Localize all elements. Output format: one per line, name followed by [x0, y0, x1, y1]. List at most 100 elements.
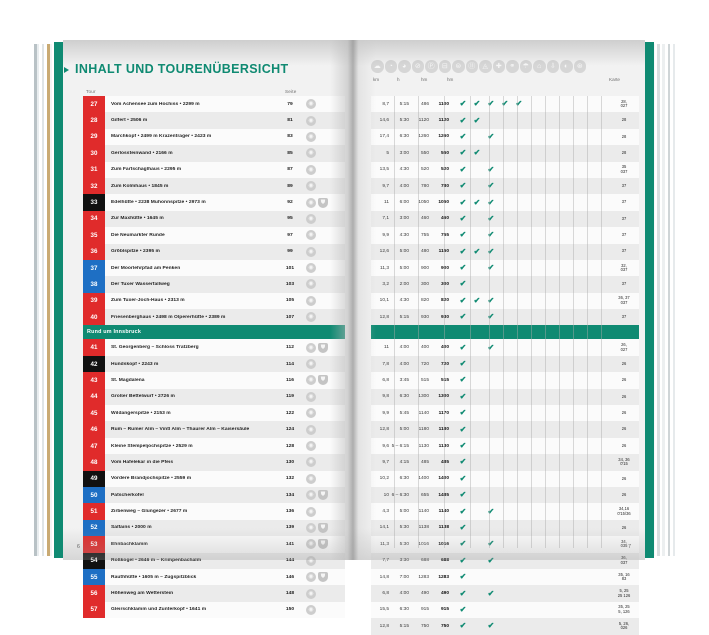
table-row[interactable]: 37 Der Moorlehrpfad am Penken 101 ◉ — [83, 259, 345, 277]
table-row[interactable]: 30 Gerlossteinwand • 2166 m 85 ◉ — [83, 145, 345, 162]
check-empty: ✔ — [568, 491, 582, 499]
page-edge-line — [41, 44, 45, 556]
km-value: 7,7 — [382, 558, 389, 564]
check-empty: ✔ — [568, 409, 582, 417]
check-empty: ✔ — [470, 426, 484, 434]
hm-ascent-value: 1130 — [418, 443, 429, 449]
tour-page-number: 144 — [285, 558, 295, 564]
km-value: 5 — [386, 150, 389, 156]
table-row[interactable]: 32 Zum Kolmhaus • 1845 m 89 ◉ — [83, 177, 345, 195]
hm-descent-value: 688 — [440, 558, 449, 564]
check-empty: ✔ — [484, 524, 498, 532]
table-row[interactable]: 47 Kleine Stempeljochspitze • 2529 m 128 ◉ — [83, 437, 345, 455]
table-row[interactable]: 50 Patscherkofel 134 ◉ ⛊ — [83, 486, 345, 504]
check-empty: ✔ — [568, 133, 582, 141]
table-row[interactable]: 51 Zirbenweg – Glungezer • 2677 m 136 ◉ — [83, 503, 345, 520]
shield-icon: ⛊ — [318, 539, 328, 550]
table-row[interactable]: 52 Salfains • 2000 m 139 ◉ ⛊ — [83, 519, 345, 537]
table-row[interactable]: 29 Marchkopf • 2499 m Krazentrager • 2423… — [83, 128, 345, 146]
check-icon: ✔ — [459, 441, 467, 450]
table-row[interactable]: 28 Gilfert • 2506 m 81 ◉ — [83, 112, 345, 129]
check-icon: ✔ — [459, 457, 467, 467]
check-icon: ✔ — [459, 506, 467, 516]
check-empty: ✔ — [568, 166, 582, 174]
km-value: 9,7 — [382, 183, 389, 189]
table-row[interactable]: 33 Edelhütte • 2238 Muhonnspitze • 2973 m… — [83, 194, 345, 211]
table-row[interactable]: 48 Vom Hafelekar in die Pfeis 130 ◉ — [83, 454, 345, 471]
table-row[interactable]: 56 Höhenweg am Wetterstein 148 ◉ — [83, 585, 345, 602]
table-row[interactable]: 49 Vordere Brandjochspitze • 2559 m 132 ◉ — [83, 470, 345, 487]
check-empty: ✔ — [512, 426, 526, 434]
table-row[interactable]: 45 Wildangerspitze • 2153 m 122 ◉ — [83, 405, 345, 422]
table-row[interactable]: 55 Rauthhütte • 1605 m – Zugspitzblick 146… — [83, 568, 345, 586]
difficulty-circle-icon: ◉ — [306, 539, 316, 550]
table-row[interactable]: 53 Ehnbachklamm 141 ◉ ⛊ — [83, 536, 345, 553]
check-empty: ✔ — [568, 458, 582, 466]
table-row[interactable]: 44 Großer Bettelwurf • 2726 m 119 ◉ — [83, 388, 345, 406]
check-empty: ✔ — [498, 557, 512, 565]
check-empty: ✔ — [540, 297, 554, 305]
table-row[interactable]: 40 Friesenberghaus • 2498 m Olpererhütte … — [83, 309, 345, 326]
h-value: 6 – 6:30 — [391, 492, 409, 498]
km-value: 10 — [383, 492, 389, 498]
tour-icons: ◉ ⛊ — [303, 539, 345, 550]
table-row[interactable]: 34 Zur Maxhütte • 1645 m 95 ◉ — [83, 210, 345, 228]
table-row[interactable]: 43 St. Magdalena 116 ◉ ⛊ — [83, 372, 345, 389]
table-row[interactable]: 31 Zum Fartschaglhaus • 2295 m 87 ◉ — [83, 161, 345, 178]
table-row[interactable]: 39 Zum Tuxer-Joch-Haus • 2313 m 105 ◉ — [83, 292, 345, 310]
shield-icon: ⛊ — [318, 490, 328, 501]
table-row[interactable]: 46 Rum – Rumer Alm – Vintl Alm – Thaurer … — [83, 421, 345, 438]
feature-checks: ✔✔✔✔✔✔✔✔✔ — [451, 296, 609, 305]
table-row[interactable]: 27 Vom Achensee zum Hochiss • 2299 m 79 ◉ — [83, 96, 345, 113]
table-row[interactable]: 42 Hundskopf • 2243 m 114 ◉ — [83, 355, 345, 373]
hm-descent-value: 930 — [440, 314, 449, 320]
check-empty: ✔ — [554, 458, 568, 466]
h-value: 4:30 — [399, 232, 409, 238]
table-row[interactable]: 54 Roßkogel • 2646 m – Krimpenbachalm 144 ◉ — [83, 552, 345, 569]
difficulty-circle-icon: ◉ — [306, 391, 316, 402]
table-row[interactable]: 41 St. Georgenberg – Schloss Tratzberg 112… — [83, 339, 345, 356]
tour-page-number: 116 — [286, 377, 294, 383]
table-row[interactable]: 36 Gröblspitze • 2395 m 99 ◉ — [83, 243, 345, 260]
tour-number-badge: 36 — [83, 243, 105, 260]
table-row[interactable]: 38 Der Tuxer Wasserfallweg 103 ◉ — [83, 276, 345, 293]
table-row[interactable]: 57 Gleirschklamm und Zunterkopf • 1641 m 1… — [83, 601, 345, 619]
feature-checks: ✔✔✔✔✔✔✔✔✔ — [451, 555, 609, 565]
difficulty-circle-icon: ◉ — [306, 359, 316, 370]
table-row[interactable]: 35 Die Neumarkter Runde 97 ◉ — [83, 227, 345, 244]
page-edge-line — [665, 44, 668, 556]
check-icon: ✔ — [487, 555, 495, 565]
